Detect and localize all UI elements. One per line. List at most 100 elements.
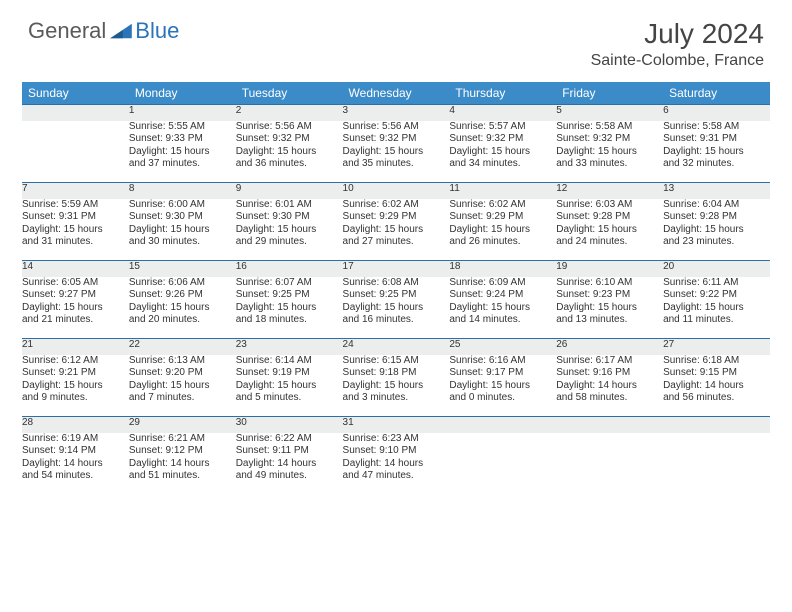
day-number-cell: 6	[663, 105, 770, 121]
month-title: July 2024	[591, 18, 764, 50]
day-info-line: Sunset: 9:17 PM	[449, 367, 556, 380]
day-content-cell: Sunrise: 6:19 AMSunset: 9:14 PMDaylight:…	[22, 433, 129, 495]
day-info-line: Sunrise: 6:10 AM	[556, 277, 663, 290]
day-info-line: Daylight: 15 hours	[556, 302, 663, 315]
day-content-cell: Sunrise: 5:56 AMSunset: 9:32 PMDaylight:…	[236, 121, 343, 183]
day-info-line: and 24 minutes.	[556, 236, 663, 249]
day-number-cell: 14	[22, 261, 129, 277]
day-number-cell: 27	[663, 339, 770, 355]
day-number-cell: 29	[129, 417, 236, 433]
day-info-line: Daylight: 14 hours	[663, 380, 770, 393]
weekday-header: Thursday	[449, 82, 556, 105]
day-content-cell: Sunrise: 6:01 AMSunset: 9:30 PMDaylight:…	[236, 199, 343, 261]
content-row: Sunrise: 6:19 AMSunset: 9:14 PMDaylight:…	[22, 433, 770, 495]
day-number-cell: 13	[663, 183, 770, 199]
day-info-line: Sunset: 9:32 PM	[449, 133, 556, 146]
day-content-cell: Sunrise: 6:23 AMSunset: 9:10 PMDaylight:…	[343, 433, 450, 495]
day-info-line: Sunset: 9:21 PM	[22, 367, 129, 380]
content-row: Sunrise: 5:59 AMSunset: 9:31 PMDaylight:…	[22, 199, 770, 261]
day-number-cell: 20	[663, 261, 770, 277]
day-info-line: Daylight: 15 hours	[449, 302, 556, 315]
day-number-cell: 21	[22, 339, 129, 355]
day-info-line: Sunset: 9:25 PM	[236, 289, 343, 302]
day-content-cell: Sunrise: 6:17 AMSunset: 9:16 PMDaylight:…	[556, 355, 663, 417]
day-info-line: Sunrise: 5:58 AM	[663, 121, 770, 134]
day-content-cell	[556, 433, 663, 495]
day-number-cell: 11	[449, 183, 556, 199]
calendar-body: 123456Sunrise: 5:55 AMSunset: 9:33 PMDay…	[22, 105, 770, 495]
day-info-line: Sunset: 9:28 PM	[663, 211, 770, 224]
day-info-line: Sunset: 9:27 PM	[22, 289, 129, 302]
day-info-line: and 11 minutes.	[663, 314, 770, 327]
day-info-line: and 58 minutes.	[556, 392, 663, 405]
day-info-line: and 30 minutes.	[129, 236, 236, 249]
day-info-line: Sunrise: 6:12 AM	[22, 355, 129, 368]
content-row: Sunrise: 6:12 AMSunset: 9:21 PM Daylight:…	[22, 355, 770, 417]
content-row: Sunrise: 5:55 AMSunset: 9:33 PMDaylight:…	[22, 121, 770, 183]
day-info-line: and 27 minutes.	[343, 236, 450, 249]
weekday-header: Monday	[129, 82, 236, 105]
day-info-line: Sunrise: 6:22 AM	[236, 433, 343, 446]
logo-text-general: General	[28, 18, 106, 44]
day-info-line: Sunset: 9:24 PM	[449, 289, 556, 302]
day-info-line: Sunrise: 6:04 AM	[663, 199, 770, 212]
day-info-line: Daylight: 15 hours	[343, 146, 450, 159]
day-number-cell: 17	[343, 261, 450, 277]
day-content-cell	[449, 433, 556, 495]
day-info-line: and 13 minutes.	[556, 314, 663, 327]
day-info-line: Sunrise: 6:07 AM	[236, 277, 343, 290]
day-info-line: Daylight: 15 hours	[129, 302, 236, 315]
day-info-line: Sunset: 9:16 PM	[556, 367, 663, 380]
day-info-line: Sunrise: 6:18 AM	[663, 355, 770, 368]
day-number-cell: 4	[449, 105, 556, 121]
day-content-cell: Sunrise: 6:21 AMSunset: 9:12 PMDaylight:…	[129, 433, 236, 495]
day-info-line: Sunset: 9:15 PM	[663, 367, 770, 380]
day-info-line: Daylight: 15 hours	[236, 302, 343, 315]
day-info-line: Sunrise: 6:00 AM	[129, 199, 236, 212]
day-info-line: Sunrise: 6:21 AM	[129, 433, 236, 446]
day-info-line: Sunset: 9:26 PM	[129, 289, 236, 302]
day-content-cell	[22, 121, 129, 183]
day-content-cell: Sunrise: 6:02 AMSunset: 9:29 PMDaylight:…	[449, 199, 556, 261]
day-content-cell: Sunrise: 5:58 AMSunset: 9:32 PMDaylight:…	[556, 121, 663, 183]
day-info-line: Sunrise: 6:01 AM	[236, 199, 343, 212]
day-content-cell: Sunrise: 5:58 AMSunset: 9:31 PMDaylight:…	[663, 121, 770, 183]
day-info-line: Sunset: 9:33 PM	[129, 133, 236, 146]
day-info-line: and 51 minutes.	[129, 470, 236, 483]
day-info-line: Sunset: 9:10 PM	[343, 445, 450, 458]
day-number-cell: 30	[236, 417, 343, 433]
day-info-line: Daylight: 14 hours	[129, 458, 236, 471]
day-info-line: and 36 minutes.	[236, 158, 343, 171]
title-block: July 2024 Sainte-Colombe, France	[591, 18, 764, 70]
day-info-line: Sunset: 9:32 PM	[236, 133, 343, 146]
day-info-line: Sunrise: 6:05 AM	[22, 277, 129, 290]
day-content-cell: Sunrise: 5:56 AMSunset: 9:32 PMDaylight:…	[343, 121, 450, 183]
day-content-cell: Sunrise: 6:16 AMSunset: 9:17 PMDaylight:…	[449, 355, 556, 417]
day-info-line: Sunset: 9:29 PM	[449, 211, 556, 224]
day-info-line: Sunrise: 6:15 AM	[343, 355, 450, 368]
day-content-cell: Sunrise: 5:59 AMSunset: 9:31 PMDaylight:…	[22, 199, 129, 261]
day-info-line: Daylight: 15 hours	[449, 224, 556, 237]
day-number-cell: 25	[449, 339, 556, 355]
day-info-line: Daylight: 15 hours	[556, 146, 663, 159]
day-number-cell: 24	[343, 339, 450, 355]
day-info-line: Daylight: 15 hours	[663, 146, 770, 159]
weekday-header-row: Sunday Monday Tuesday Wednesday Thursday…	[22, 82, 770, 105]
day-info-line: and 33 minutes.	[556, 158, 663, 171]
day-number-cell: 12	[556, 183, 663, 199]
logo: General Blue	[28, 18, 179, 44]
day-info-line: Sunrise: 6:08 AM	[343, 277, 450, 290]
day-number-cell: 9	[236, 183, 343, 199]
day-info-line: Daylight: 15 hours	[449, 380, 556, 393]
day-info-line: Sunrise: 6:02 AM	[343, 199, 450, 212]
day-number-cell	[556, 417, 663, 433]
day-info-line: Sunset: 9:28 PM	[556, 211, 663, 224]
day-info-line: Daylight: 15 hours	[129, 224, 236, 237]
day-number-cell: 19	[556, 261, 663, 277]
day-info-line: Sunset: 9:31 PM	[663, 133, 770, 146]
day-info-line: and 35 minutes.	[343, 158, 450, 171]
day-info-line: Sunset: 9:22 PM	[663, 289, 770, 302]
day-info-line: and 23 minutes.	[663, 236, 770, 249]
day-info-line: Daylight: 15 hours	[556, 224, 663, 237]
day-info-line: Sunrise: 6:06 AM	[129, 277, 236, 290]
